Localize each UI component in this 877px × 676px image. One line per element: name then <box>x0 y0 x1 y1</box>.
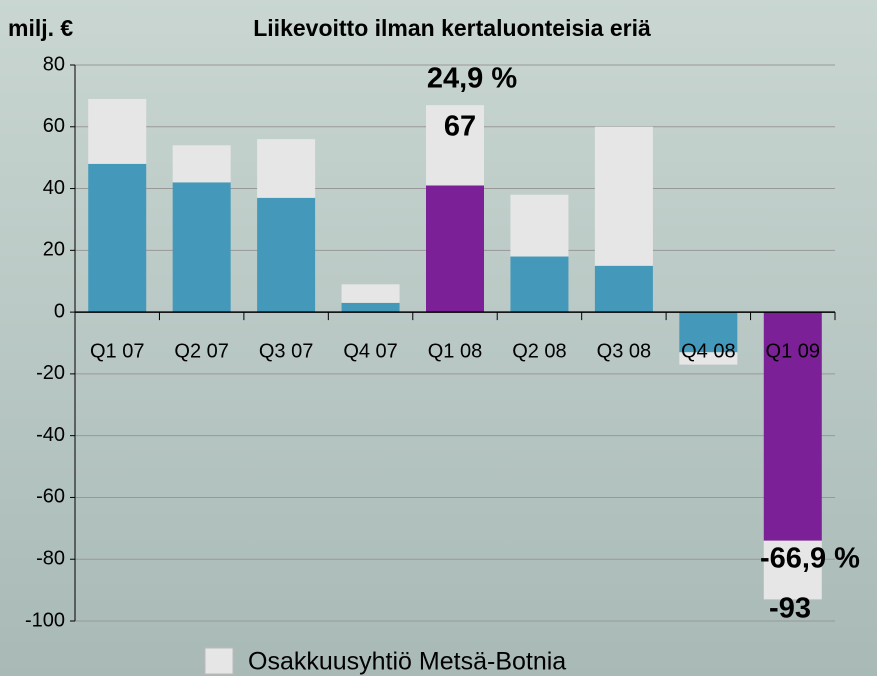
y-tick-label: 60 <box>43 115 65 137</box>
bar-segment <box>88 163 147 313</box>
bar-segment <box>88 98 147 164</box>
x-tick-label: Q1 07 <box>90 340 144 362</box>
annotation: 24,9 % <box>427 63 517 95</box>
annotation: -66,9 % <box>760 543 860 575</box>
bar-segment <box>594 126 653 266</box>
x-tick-label: Q1 08 <box>428 340 482 362</box>
bar-segment <box>679 352 738 365</box>
bar-segment <box>763 540 822 600</box>
legend-swatch <box>204 647 234 675</box>
bar-segment <box>510 194 569 257</box>
bar-segment <box>172 145 231 183</box>
x-tick-label: Q3 07 <box>259 340 313 362</box>
bar-segment <box>341 284 400 303</box>
bar-segment <box>426 185 484 313</box>
y-axis-label: milj. € <box>8 15 73 41</box>
annotation: 67 <box>444 111 476 143</box>
y-tick-label: -20 <box>36 362 65 384</box>
bar-segment <box>679 312 738 353</box>
y-tick-label: -40 <box>36 424 65 446</box>
x-tick-label: Q2 07 <box>174 340 228 362</box>
chart-title: Liikevoitto ilman kertaluonteisia eriä <box>253 15 651 41</box>
bar-segment <box>594 265 653 313</box>
bar-segment <box>426 105 484 186</box>
y-tick-label: 20 <box>43 239 65 261</box>
y-tick-label: 80 <box>43 53 65 75</box>
y-tick-label: -60 <box>36 486 65 508</box>
legend-label: Osakkuusyhtiö Metsä-Botnia <box>248 648 566 676</box>
bar-segment <box>510 256 569 313</box>
x-tick-label: Q1 09 <box>766 340 820 362</box>
x-tick-label: Q4 08 <box>681 340 735 362</box>
x-tick-label: Q2 08 <box>512 340 566 362</box>
y-tick-label: -100 <box>25 609 65 631</box>
y-tick-label: -80 <box>36 548 65 570</box>
x-tick-label: Q3 08 <box>597 340 651 362</box>
y-tick-label: 40 <box>43 177 65 199</box>
bar-segment <box>257 139 316 198</box>
annotation: -93 <box>769 593 811 625</box>
bar-segment <box>172 182 231 313</box>
bar-segment <box>257 197 316 313</box>
bar-segment <box>341 302 400 313</box>
x-tick-label: Q4 07 <box>343 340 397 362</box>
y-tick-label: 0 <box>54 300 65 322</box>
bar-segment <box>763 312 822 541</box>
